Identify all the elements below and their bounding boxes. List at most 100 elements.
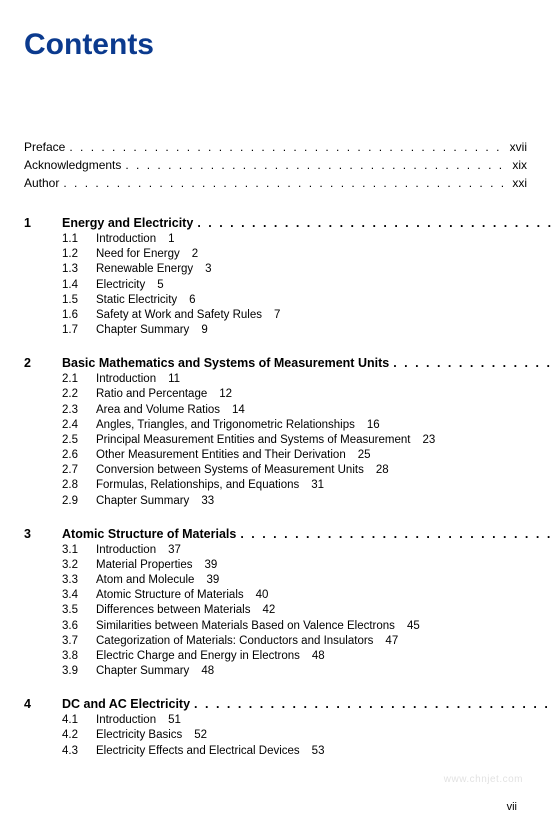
section-number: 2.2 [62,387,96,402]
frontmatter-row: Preface xvii [24,138,527,156]
section-title: Area and Volume Ratios [96,403,220,418]
chapter-heading-row: 2Basic Mathematics and Systems of Measur… [24,356,527,370]
section-number: 1.4 [62,278,96,293]
section-number: 2.4 [62,418,96,433]
section-number: 1.5 [62,293,96,308]
chapter: 2Basic Mathematics and Systems of Measur… [24,356,527,509]
watermark: www.chnjet.com [444,774,523,785]
section-number: 3.5 [62,603,96,618]
section-page: 7 [274,308,280,323]
section-page: 16 [367,418,380,433]
section-page: 42 [262,603,275,618]
section-number: 1.7 [62,323,96,338]
section-row: 1.6Safety at Work and Safety Rules7 [62,308,527,323]
section-list: 2.1Introduction112.2Ratio and Percentage… [62,372,527,509]
section-title: Chapter Summary [96,664,189,679]
section-title: Electricity [96,278,145,293]
section-title: Conversion between Systems of Measuremen… [96,463,364,478]
section-page: 48 [312,649,325,664]
section-row: 1.4Electricity 5 [62,278,527,293]
section-page: 37 [168,543,181,558]
section-title: Principal Measurement Entities and Syste… [96,433,410,448]
section-page: 3 [205,262,211,277]
chapter: 3Atomic Structure of Materials373.1Intro… [24,527,527,680]
section-row: 4.2Electricity Basics52 [62,728,527,743]
section-number: 1.3 [62,262,96,277]
leader-dots [63,174,508,192]
page-number-footer: vii [507,801,517,813]
chapter: 1Energy and Electricity11.1Introduction1… [24,216,527,338]
section-row: 1.3Renewable Energy 3 [62,262,527,277]
leader-dots [194,697,551,711]
section-number: 2.6 [62,448,96,463]
frontmatter-page: xvii [510,138,527,156]
chapter-number: 3 [24,527,62,541]
page-title: Contents [24,28,527,62]
toc-page: Contents PrefacexviiAcknowledgmentsxixAu… [0,0,551,831]
section-row: 1.2Need for Energy2 [62,247,527,262]
chapter-title: Atomic Structure of Materials [62,527,236,541]
section-list: 4.1Introduction514.2Electricity Basics52… [62,713,527,759]
section-number: 1.1 [62,232,96,247]
chapter-number: 1 [24,216,62,230]
chapter-title-wrap: Atomic Structure of Materials37 [62,527,551,541]
frontmatter-row: Acknowledgmentsxix [24,156,527,174]
section-number: 4.3 [62,744,96,759]
section-number: 4.2 [62,728,96,743]
frontmatter-page: xix [512,156,527,174]
section-row: 3.6Similarities between Materials Based … [62,619,527,634]
section-page: 28 [376,463,389,478]
section-row: 2.6Other Measurement Entities and Their … [62,448,527,463]
section-title: Material Properties [96,558,193,573]
section-row: 2.5Principal Measurement Entities and Sy… [62,433,527,448]
section-title: Chapter Summary [96,323,189,338]
section-row: 1.7Chapter Summary 9 [62,323,527,338]
section-page: 6 [189,293,195,308]
section-title: Chapter Summary [96,494,189,509]
chapters-list: 1Energy and Electricity11.1Introduction1… [24,216,527,759]
section-title: Atom and Molecule [96,573,194,588]
section-title: Need for Energy [96,247,180,262]
section-page: 9 [201,323,207,338]
chapter-number: 4 [24,697,62,711]
section-number: 3.2 [62,558,96,573]
section-title: Electric Charge and Energy in Electrons [96,649,300,664]
chapter-title-wrap: Energy and Electricity1 [62,216,551,230]
section-title: Differences between Materials [96,603,250,618]
frontmatter-label: Preface [24,138,65,156]
section-number: 4.1 [62,713,96,728]
section-number: 2.3 [62,403,96,418]
section-row: 3.9Chapter Summary 48 [62,664,527,679]
chapter-title: Energy and Electricity [62,216,193,230]
section-page: 25 [358,448,371,463]
chapter-title-wrap: Basic Mathematics and Systems of Measure… [62,356,551,370]
section-number: 3.4 [62,588,96,603]
section-page: 5 [157,278,163,293]
section-number: 3.1 [62,543,96,558]
section-number: 1.6 [62,308,96,323]
chapter-heading-row: 4DC and AC Electricity51 [24,697,527,711]
section-number: 3.9 [62,664,96,679]
chapter-heading-row: 3Atomic Structure of Materials37 [24,527,527,541]
section-title: Renewable Energy [96,262,193,277]
section-page: 39 [205,558,218,573]
section-page: 48 [201,664,214,679]
chapter-number: 2 [24,356,62,370]
section-page: 51 [168,713,181,728]
section-title: Angles, Triangles, and Trigonometric Rel… [96,418,355,433]
chapter-heading-row: 1Energy and Electricity1 [24,216,527,230]
section-number: 3.6 [62,619,96,634]
section-row: 2.7Conversion between Systems of Measure… [62,463,527,478]
section-number: 2.5 [62,433,96,448]
leader-dots [125,156,508,174]
section-title: Introduction [96,372,156,387]
leader-dots [69,138,505,156]
chapter: 4DC and AC Electricity514.1Introduction5… [24,697,527,759]
section-title: Categorization of Materials: Conductors … [96,634,373,649]
section-page: 1 [168,232,174,247]
section-title: Similarities between Materials Based on … [96,619,395,634]
chapter-title: DC and AC Electricity [62,697,190,711]
section-title: Introduction [96,232,156,247]
section-page: 23 [422,433,435,448]
section-page: 47 [385,634,398,649]
